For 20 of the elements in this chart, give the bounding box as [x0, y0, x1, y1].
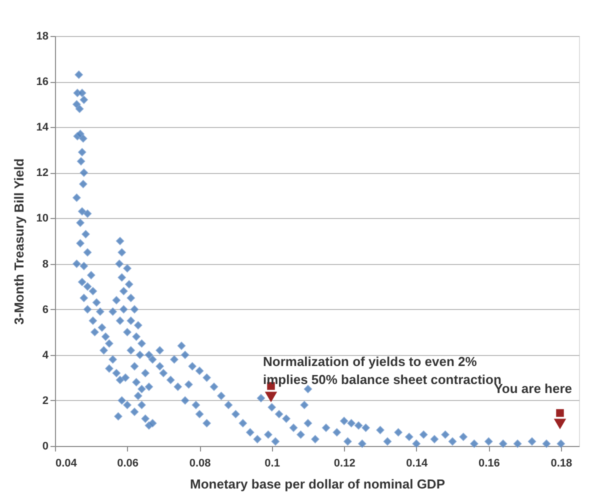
y-tick-label: 2	[42, 394, 48, 407]
y-tick-label: 12	[36, 167, 48, 180]
x-tick-label: 0.18	[550, 458, 572, 470]
y-tick-label: 0	[42, 440, 48, 452]
y-tick-label: 10	[36, 212, 48, 225]
x-tick-label: 0.1	[264, 458, 280, 470]
y-tick-label: 18	[36, 30, 48, 42]
x-axis-title: Monetary base per dollar of nominal GDP	[190, 476, 446, 492]
x-tick-label: 0.14	[406, 458, 428, 470]
y-tick-label: 16	[36, 76, 48, 88]
y-axis-title: 3-Month Treasury Bill Yield	[11, 158, 26, 325]
x-tick-label: 0.12	[334, 458, 356, 470]
y-tick-label: 14	[36, 122, 50, 134]
x-tick-label: 0.08	[189, 458, 211, 470]
y-tick-label: 8	[42, 258, 48, 270]
y-tick-label: 6	[42, 304, 48, 316]
x-tick-label: 0.04	[56, 458, 78, 470]
y-tick-label: 4	[42, 349, 50, 362]
x-tick-label: 0.16	[478, 458, 500, 470]
x-tick-label: 0.06	[117, 458, 138, 470]
